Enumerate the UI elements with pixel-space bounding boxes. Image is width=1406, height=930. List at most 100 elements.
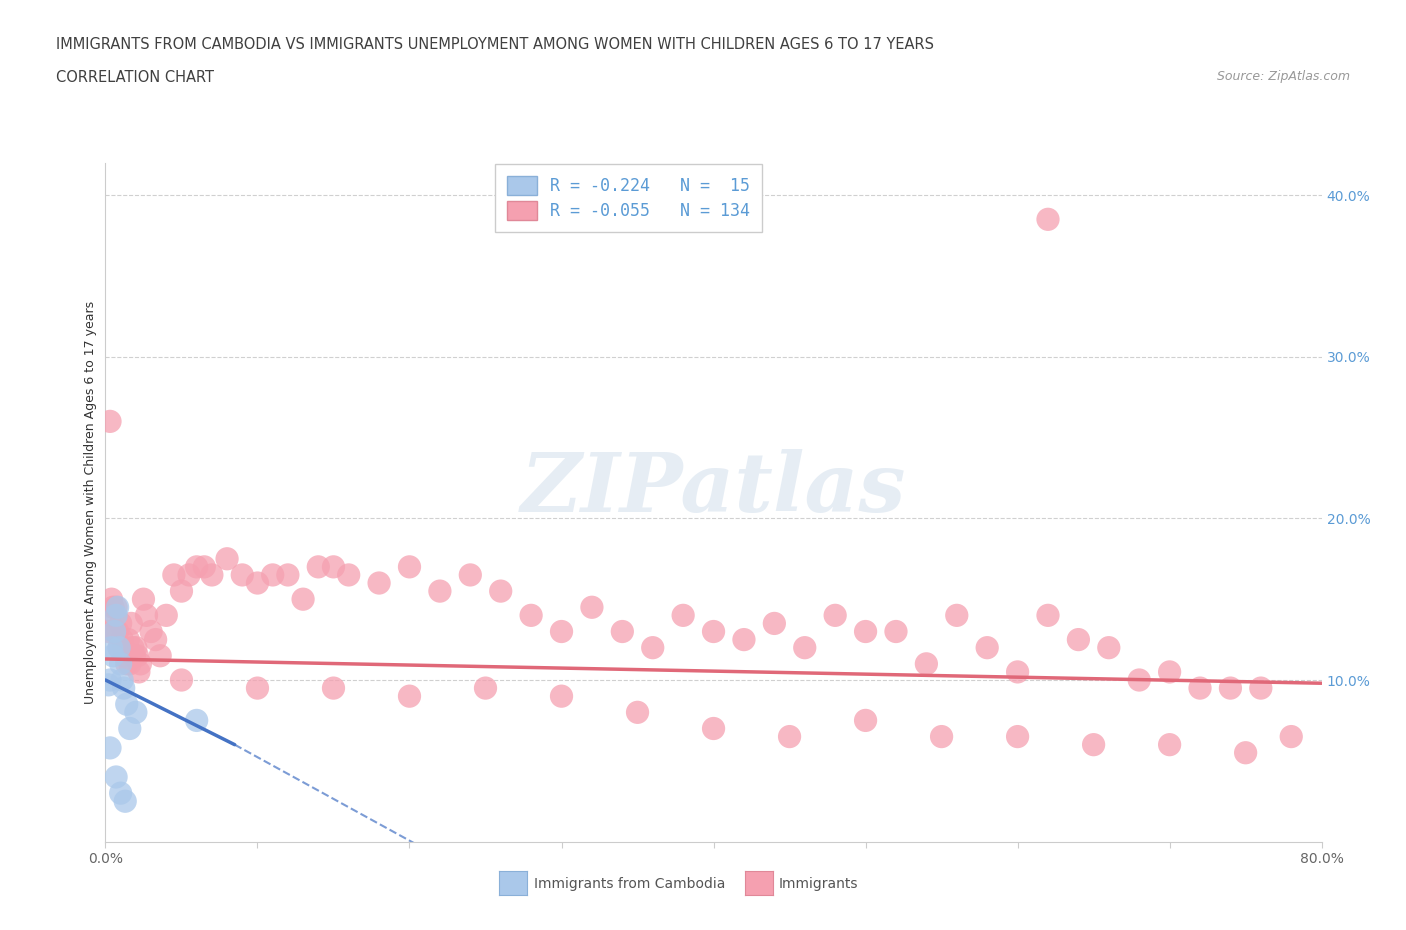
Point	[489, 584, 512, 599]
Point	[100, 591, 122, 606]
Text: Immigrants: Immigrants	[779, 876, 859, 891]
Text: Source: ZipAtlas.com: Source: ZipAtlas.com	[1216, 70, 1350, 83]
Point	[112, 681, 135, 696]
Point	[945, 608, 967, 623]
Text: ZIPatlas: ZIPatlas	[520, 448, 907, 528]
Point	[149, 648, 172, 663]
Point	[1083, 737, 1105, 752]
Point	[103, 624, 125, 639]
Point	[915, 657, 938, 671]
Point	[170, 672, 193, 687]
Point	[100, 640, 122, 655]
Point	[337, 567, 360, 582]
Point	[398, 560, 420, 575]
Point	[277, 567, 299, 582]
Point	[884, 624, 907, 639]
Y-axis label: Unemployment Among Women with Children Ages 6 to 17 years: Unemployment Among Women with Children A…	[84, 300, 97, 704]
Text: IMMIGRANTS FROM CAMBODIA VS IMMIGRANTS UNEMPLOYMENT AMONG WOMEN WITH CHILDREN AG: IMMIGRANTS FROM CAMBODIA VS IMMIGRANTS U…	[56, 37, 934, 52]
Point	[1159, 737, 1181, 752]
Point	[186, 560, 208, 575]
Point	[135, 608, 157, 623]
Point	[474, 681, 496, 696]
Point	[626, 705, 648, 720]
Point	[186, 713, 208, 728]
Point	[458, 567, 481, 582]
Point	[1250, 681, 1272, 696]
Point	[105, 608, 128, 623]
Point	[112, 640, 135, 655]
Point	[702, 624, 725, 639]
Point	[118, 657, 141, 671]
Point	[779, 729, 801, 744]
Point	[246, 681, 269, 696]
Point	[120, 616, 142, 631]
Point	[322, 560, 344, 575]
Point	[612, 624, 634, 639]
Text: Immigrants from Cambodia: Immigrants from Cambodia	[534, 876, 725, 891]
Point	[733, 632, 755, 647]
Point	[1098, 640, 1121, 655]
Point	[115, 697, 138, 711]
Point	[231, 567, 253, 582]
Point	[110, 786, 132, 801]
Point	[98, 740, 121, 755]
Point	[124, 648, 146, 663]
Point	[217, 551, 239, 566]
Point	[114, 648, 136, 663]
Point	[520, 608, 543, 623]
Point	[121, 640, 143, 655]
Point	[855, 713, 877, 728]
Point	[1036, 608, 1059, 623]
Point	[1036, 212, 1059, 227]
Point	[107, 624, 129, 639]
Point	[307, 560, 329, 575]
Point	[1234, 745, 1257, 760]
Point	[793, 640, 815, 655]
Point	[763, 616, 786, 631]
Point	[117, 632, 139, 647]
Point	[108, 640, 131, 655]
Point	[98, 672, 121, 687]
Point	[262, 567, 284, 582]
Point	[824, 608, 846, 623]
Point	[103, 624, 125, 639]
Point	[111, 632, 134, 647]
Point	[550, 689, 572, 704]
Point	[110, 616, 132, 631]
Point	[1128, 672, 1150, 687]
Point	[127, 648, 149, 663]
Point	[177, 567, 200, 582]
Point	[145, 632, 167, 647]
Point	[368, 576, 391, 591]
Point	[292, 591, 315, 606]
Point	[550, 624, 572, 639]
Point	[246, 576, 269, 591]
Point	[125, 640, 148, 655]
Point	[1159, 665, 1181, 680]
Point	[1067, 632, 1090, 647]
Point	[201, 567, 224, 582]
Point	[672, 608, 695, 623]
Point	[114, 794, 136, 809]
Point	[125, 705, 148, 720]
Point	[105, 600, 128, 615]
Point	[101, 648, 124, 663]
Point	[128, 665, 150, 680]
Point	[398, 689, 420, 704]
Point	[976, 640, 998, 655]
Point	[702, 721, 725, 736]
Point	[98, 414, 121, 429]
Point	[107, 600, 129, 615]
Point	[139, 624, 162, 639]
Point	[1007, 729, 1029, 744]
Point	[641, 640, 664, 655]
Point	[115, 657, 138, 671]
Point	[581, 600, 603, 615]
Point	[97, 624, 120, 639]
Point	[132, 591, 155, 606]
Point	[1219, 681, 1241, 696]
Point	[1007, 665, 1029, 680]
Point	[101, 600, 124, 615]
Point	[163, 567, 186, 582]
Point	[97, 677, 120, 692]
